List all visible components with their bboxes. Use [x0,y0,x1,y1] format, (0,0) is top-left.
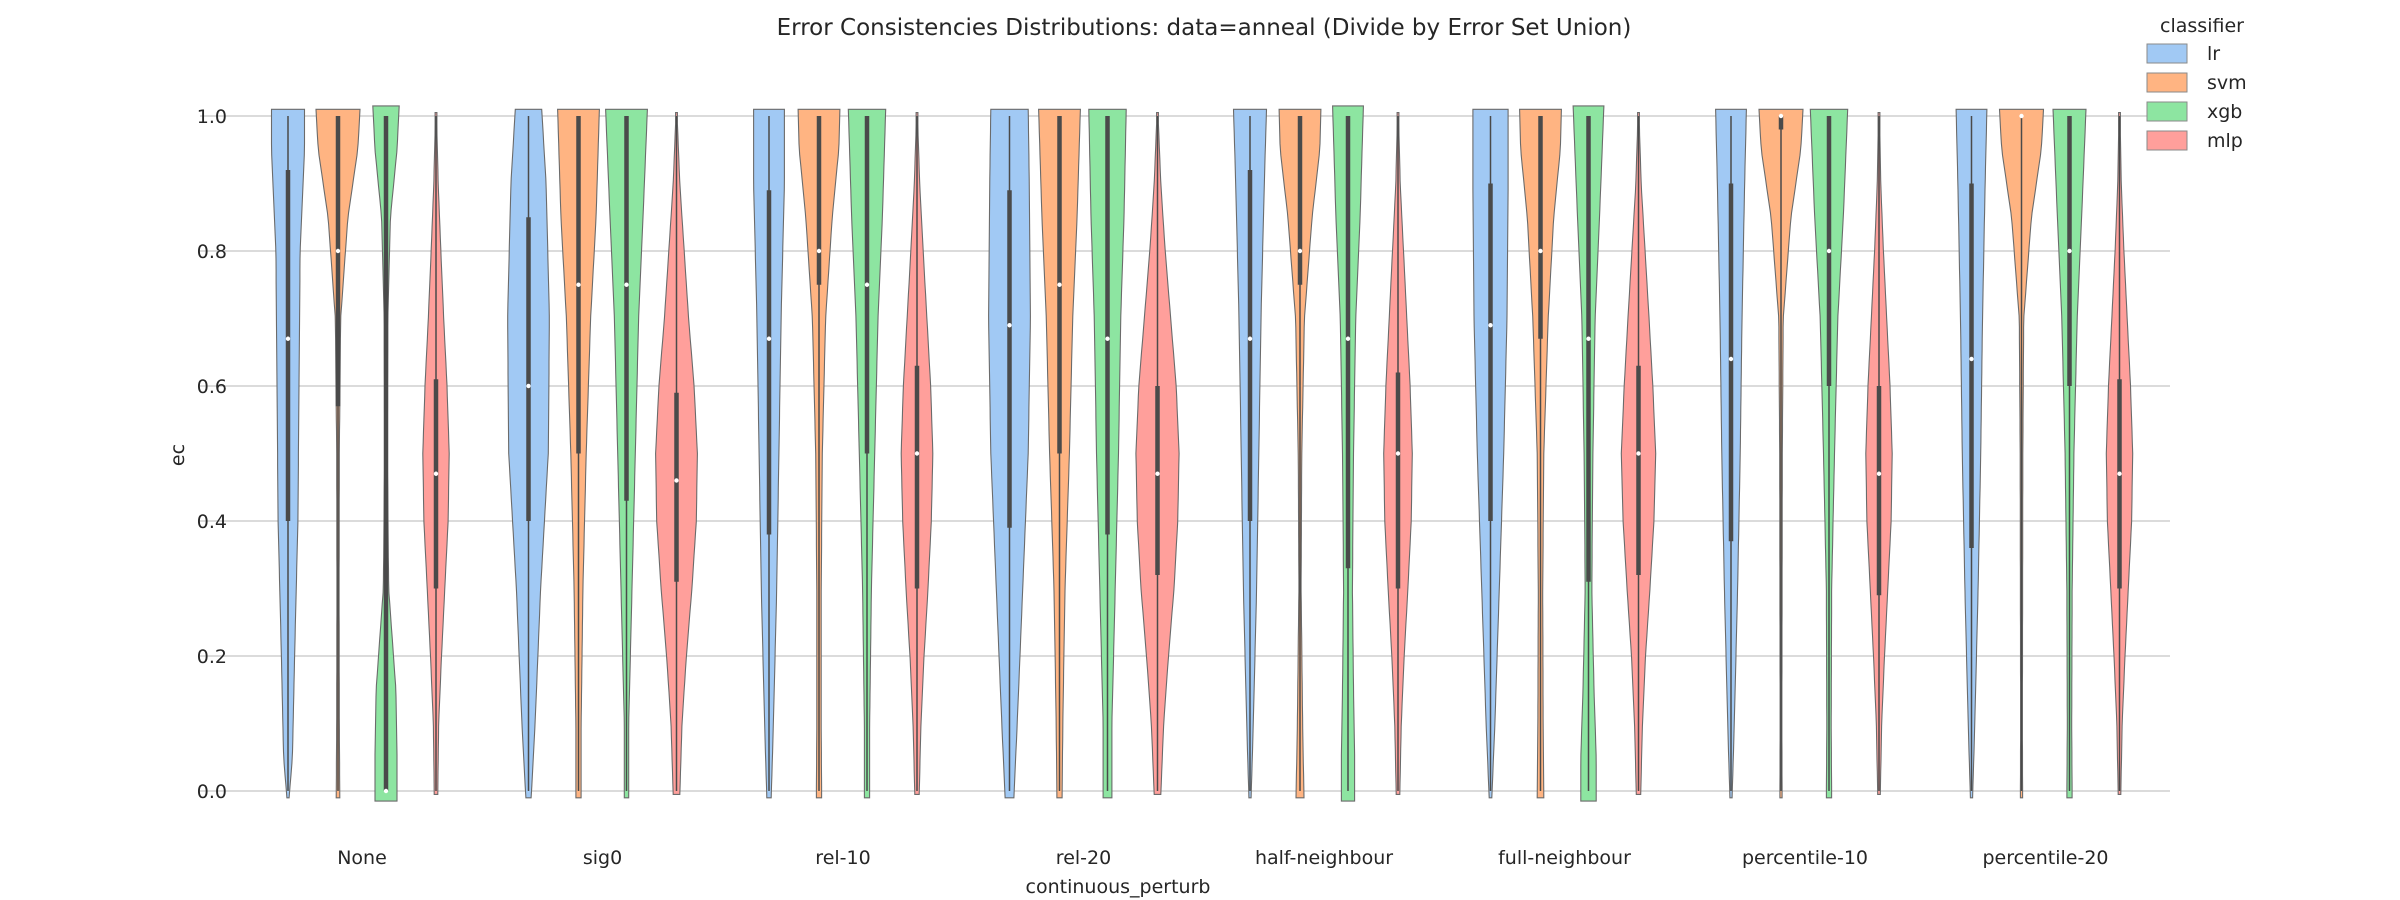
legend-label-lr: lr [2207,43,2220,65]
y-tick-labels: 0.0 0.2 0.4 0.6 0.8 1.0 [197,106,227,803]
violin-xgb [1088,108,1127,799]
x-tick-label: rel-20 [1056,847,1111,869]
violin-median [1297,248,1303,254]
violin-xgb [372,105,400,802]
violin-median [1826,248,1832,254]
x-tick-label: percentile-10 [1742,847,1868,869]
x-tick-label: None [337,847,387,869]
legend-swatch-lr [2146,43,2188,64]
violin-median [383,788,389,794]
legend-label-xgb: xgb [2207,101,2242,123]
y-tick-label: 0.6 [197,376,227,398]
x-tick-label: sig0 [583,847,622,869]
x-tick-labels: None sig0 rel-10 rel-20 half-neighbour full-n… [337,847,2108,869]
violin-median [1155,471,1160,476]
violin-median [1057,282,1062,287]
violin-svm [1519,108,1562,799]
violin-median [624,282,629,287]
violin-median [1538,248,1543,254]
violin-median [2117,471,2122,476]
legend: classifier lr svm xgb mlp [2146,15,2247,152]
violin-svm [1278,108,1322,799]
violin-median [1778,113,1784,119]
legend-label-mlp: mlp [2207,130,2243,152]
y-tick-label: 0.2 [197,646,227,668]
legend-swatch-mlp [2146,130,2188,151]
violin-median [2019,113,2024,119]
violin-xgb [1809,108,1849,799]
legend-swatch-svm [2146,72,2188,93]
violin-median [766,336,772,341]
violin-lr [507,108,550,799]
violin-svm [797,108,841,799]
violin-svm [1038,108,1081,799]
y-tick-label: 0.8 [197,241,227,263]
violin-lr [1232,108,1268,799]
violin-mlp [900,112,934,795]
violin-median [1488,323,1493,328]
violin-median [864,282,870,287]
violin-svm [557,108,600,799]
violin-xgb [847,108,887,799]
y-tick-label: 0.0 [197,781,227,803]
violin-median [816,248,822,254]
violin-lr [1715,108,1747,799]
violin-svm [1758,108,1804,799]
x-tick-label: rel-10 [815,847,870,869]
violin-lr [270,108,306,799]
x-axis-label: continuous_perturb [1026,876,1211,898]
violin-mlp [1383,112,1413,795]
violin-median [1636,451,1641,456]
violins [270,105,2134,802]
violin-lr [988,108,1031,799]
violin-xgb [1332,105,1364,802]
chart-title: Error Consistencies Distributions: data=… [777,15,1632,41]
violin-median [674,478,679,483]
violin-median [1586,336,1591,341]
violin-xgb [1572,105,1605,802]
violin-mlp [1865,112,1893,795]
violin-xgb [2052,108,2087,799]
violin-median [914,451,920,456]
violin-median [1247,336,1253,341]
violin-svm [1998,108,2045,799]
violin-median [1728,356,1734,362]
violin-median [1007,323,1012,328]
violin-median [576,282,581,287]
violin-median [2067,248,2072,254]
violin-median [526,383,531,389]
legend-swatch-xgb [2146,101,2188,122]
violin-mlp [2105,112,2134,795]
x-tick-label: percentile-20 [1982,847,2108,869]
violin-median [1395,451,1401,456]
violin-mlp [655,112,698,795]
x-tick-label: full-neighbour [1498,847,1631,869]
violin-mlp [422,112,450,795]
violin-median [1969,356,1974,362]
violin-mlp [1135,112,1180,795]
y-axis-label: ec [167,444,189,466]
violin-svm [315,108,361,799]
x-tick-label: half-neighbour [1255,847,1393,869]
violin-median [433,471,439,476]
legend-title: classifier [2160,15,2244,37]
violin-lr [1955,108,1988,799]
y-tick-label: 1.0 [197,106,227,128]
violin-lr [753,108,785,799]
violin-median [1105,336,1110,341]
violin-median [285,336,291,341]
violin-median [1345,336,1351,341]
violin-mlp [1620,112,1657,795]
violin-median [1876,471,1882,476]
y-tick-label: 0.4 [197,511,227,533]
violin-xgb [605,108,648,799]
violin-lr [1472,108,1509,799]
legend-label-svm: svm [2207,72,2247,94]
violin-median [335,248,341,254]
